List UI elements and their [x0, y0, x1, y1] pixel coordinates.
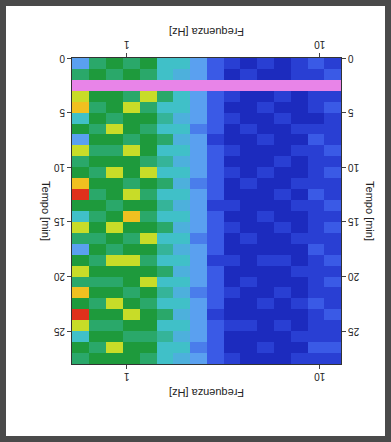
svg-text:10: 10: [314, 39, 326, 50]
svg-text:20: 20: [348, 271, 360, 282]
svg-text:Frequenza [Hz]: Frequenza [Hz]: [169, 387, 244, 399]
svg-text:5: 5: [348, 107, 354, 118]
svg-text:10: 10: [314, 371, 326, 382]
svg-text:1: 1: [124, 39, 130, 50]
svg-text:Frequenza [Hz]: Frequenza [Hz]: [169, 26, 244, 38]
svg-text:25: 25: [53, 326, 65, 337]
svg-text:0: 0: [348, 53, 354, 64]
svg-text:1: 1: [124, 371, 130, 382]
svg-text:20: 20: [53, 271, 65, 282]
svg-text:Tempo [min]: Tempo [min]: [364, 181, 376, 241]
svg-text:15: 15: [53, 216, 65, 227]
svg-text:0: 0: [59, 53, 65, 64]
svg-text:Tempo [min]: Tempo [min]: [40, 181, 52, 241]
svg-text:25: 25: [348, 326, 360, 337]
svg-text:5: 5: [59, 107, 65, 118]
svg-text:10: 10: [348, 162, 360, 173]
svg-text:10: 10: [53, 162, 65, 173]
svg-text:15: 15: [348, 216, 360, 227]
